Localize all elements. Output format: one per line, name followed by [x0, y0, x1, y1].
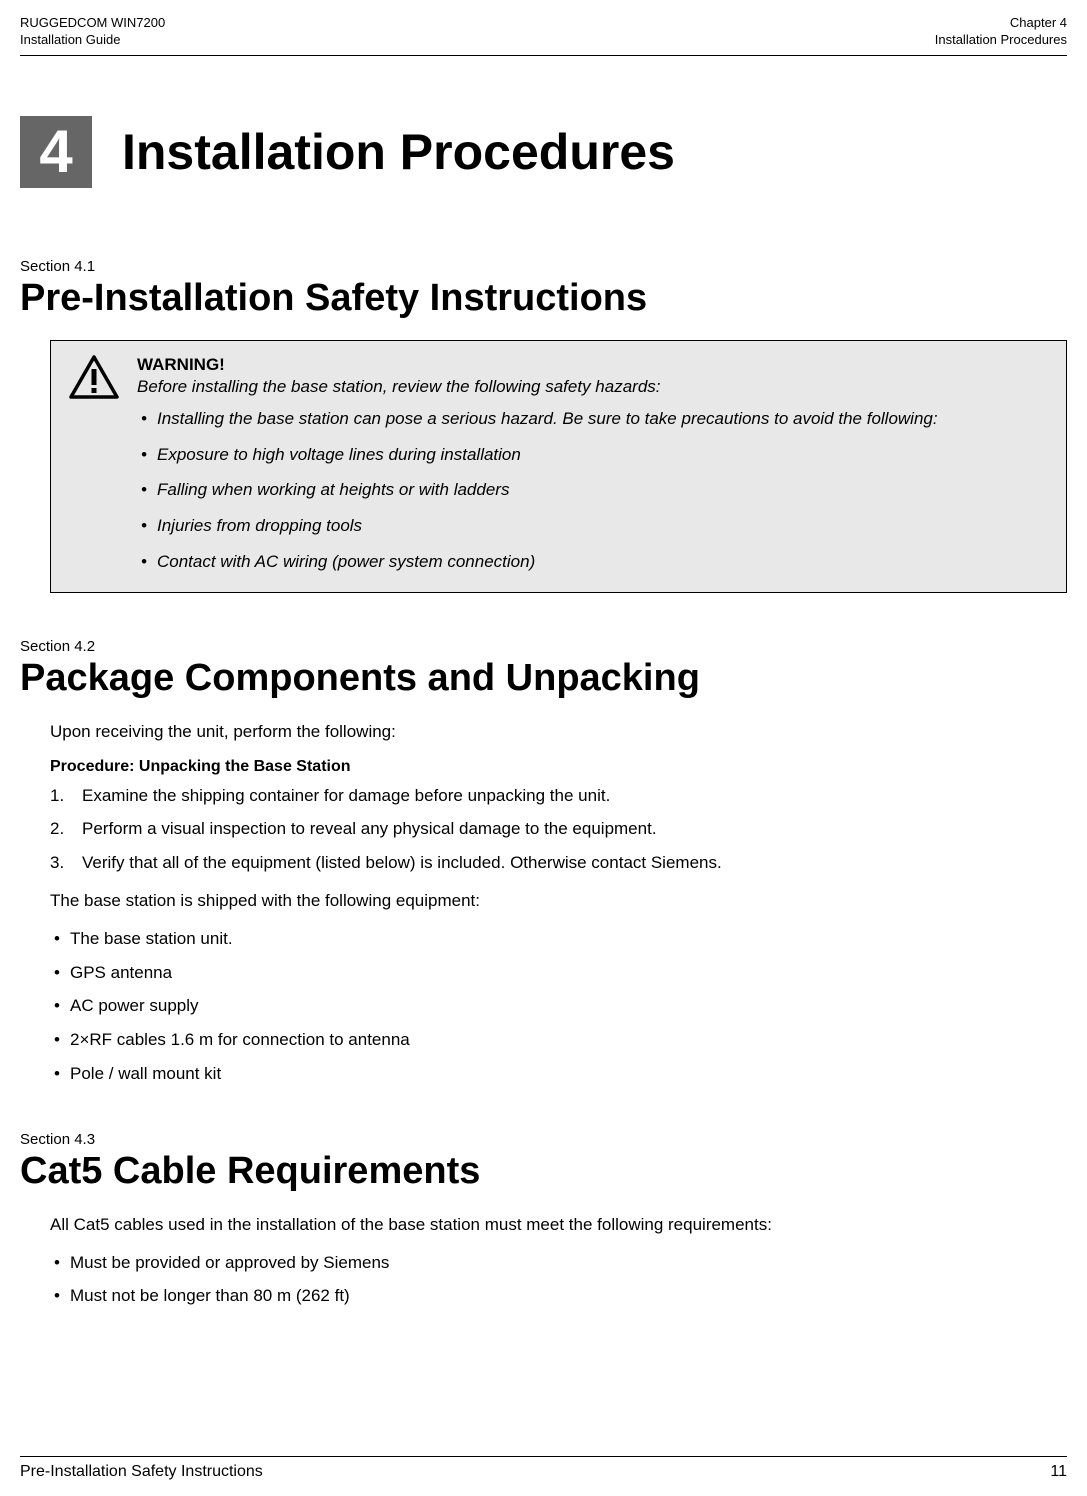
equipment-item: The base station unit. — [50, 927, 1067, 951]
requirement-item: Must not be longer than 80 m (262 ft) — [50, 1284, 1067, 1308]
warning-content: WARNING! Before installing the base stat… — [137, 355, 1048, 574]
equipment-item: 2×RF cables 1.6 m for connection to ante… — [50, 1028, 1067, 1052]
page-header: RUGGEDCOM WIN7200 Installation Guide Cha… — [20, 15, 1067, 56]
equipment-intro: The base station is shipped with the fol… — [50, 889, 1067, 913]
warning-item: Contact with AC wiring (power system con… — [137, 550, 1048, 574]
chapter-title: Installation Procedures — [122, 123, 675, 181]
procedure-heading: Procedure: Unpacking the Base Station — [50, 758, 1067, 776]
header-doc-type: Installation Guide — [20, 32, 165, 49]
header-chapter-title: Installation Procedures — [935, 32, 1067, 49]
procedure-steps: Examine the shipping container for damag… — [50, 784, 1067, 875]
section-4-3-label: Section 4.3 — [20, 1131, 1067, 1148]
procedure-step: Verify that all of the equipment (listed… — [50, 851, 1067, 875]
warning-heading: WARNING! — [137, 355, 1048, 375]
header-chapter-num: Chapter 4 — [935, 15, 1067, 32]
footer-page-number: 11 — [1050, 1463, 1067, 1481]
equipment-item: GPS antenna — [50, 961, 1067, 985]
section-4-1-title: Pre-Installation Safety Instructions — [20, 277, 1067, 320]
warning-triangle-icon — [69, 355, 119, 574]
header-product: RUGGEDCOM WIN7200 — [20, 15, 165, 32]
page-footer: Pre-Installation Safety Instructions 11 — [20, 1456, 1067, 1481]
section-4-3-title: Cat5 Cable Requirements — [20, 1150, 1067, 1193]
warning-list: Installing the base station can pose a s… — [137, 407, 1048, 574]
equipment-list: The base station unit. GPS antenna AC po… — [50, 927, 1067, 1086]
section-4-1-label: Section 4.1 — [20, 258, 1067, 275]
procedure-step: Perform a visual inspection to reveal an… — [50, 817, 1067, 841]
warning-item: Installing the base station can pose a s… — [137, 407, 1048, 431]
warning-item: Falling when working at heights or with … — [137, 478, 1048, 502]
section-4-2-intro: Upon receiving the unit, perform the fol… — [50, 720, 1067, 744]
header-left: RUGGEDCOM WIN7200 Installation Guide — [20, 15, 165, 49]
warning-intro: Before installing the base station, revi… — [137, 377, 1048, 397]
section-4-3-intro: All Cat5 cables used in the installation… — [50, 1213, 1067, 1237]
header-right: Chapter 4 Installation Procedures — [935, 15, 1067, 49]
warning-item: Injuries from dropping tools — [137, 514, 1048, 538]
warning-box: WARNING! Before installing the base stat… — [50, 340, 1067, 593]
section-4-2-label: Section 4.2 — [20, 638, 1067, 655]
page: RUGGEDCOM WIN7200 Installation Guide Cha… — [0, 0, 1087, 1496]
warning-item: Exposure to high voltage lines during in… — [137, 443, 1048, 467]
requirements-list: Must be provided or approved by Siemens … — [50, 1251, 1067, 1309]
chapter-number-box: 4 — [20, 116, 92, 188]
chapter-heading: 4 Installation Procedures — [20, 116, 1067, 188]
requirement-item: Must be provided or approved by Siemens — [50, 1251, 1067, 1275]
equipment-item: Pole / wall mount kit — [50, 1062, 1067, 1086]
equipment-item: AC power supply — [50, 994, 1067, 1018]
section-4-2-title: Package Components and Unpacking — [20, 657, 1067, 700]
footer-section-name: Pre-Installation Safety Instructions — [20, 1463, 263, 1481]
procedure-step: Examine the shipping container for damag… — [50, 784, 1067, 808]
